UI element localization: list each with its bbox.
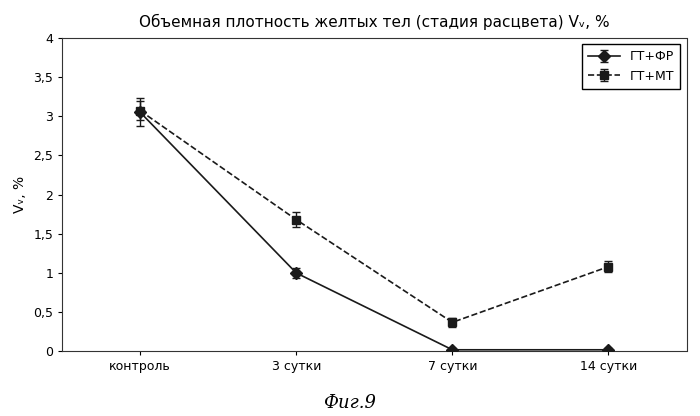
Legend: ГТ+ФР, ГТ+МТ: ГТ+ФР, ГТ+МТ <box>582 44 680 89</box>
Title: Объемная плотность желтых тел (стадия расцвета) Vᵥ, %: Объемная плотность желтых тел (стадия ра… <box>139 13 610 30</box>
Text: Фиг.9: Фиг.9 <box>323 394 377 412</box>
Y-axis label: Vᵥ, %: Vᵥ, % <box>13 176 27 213</box>
